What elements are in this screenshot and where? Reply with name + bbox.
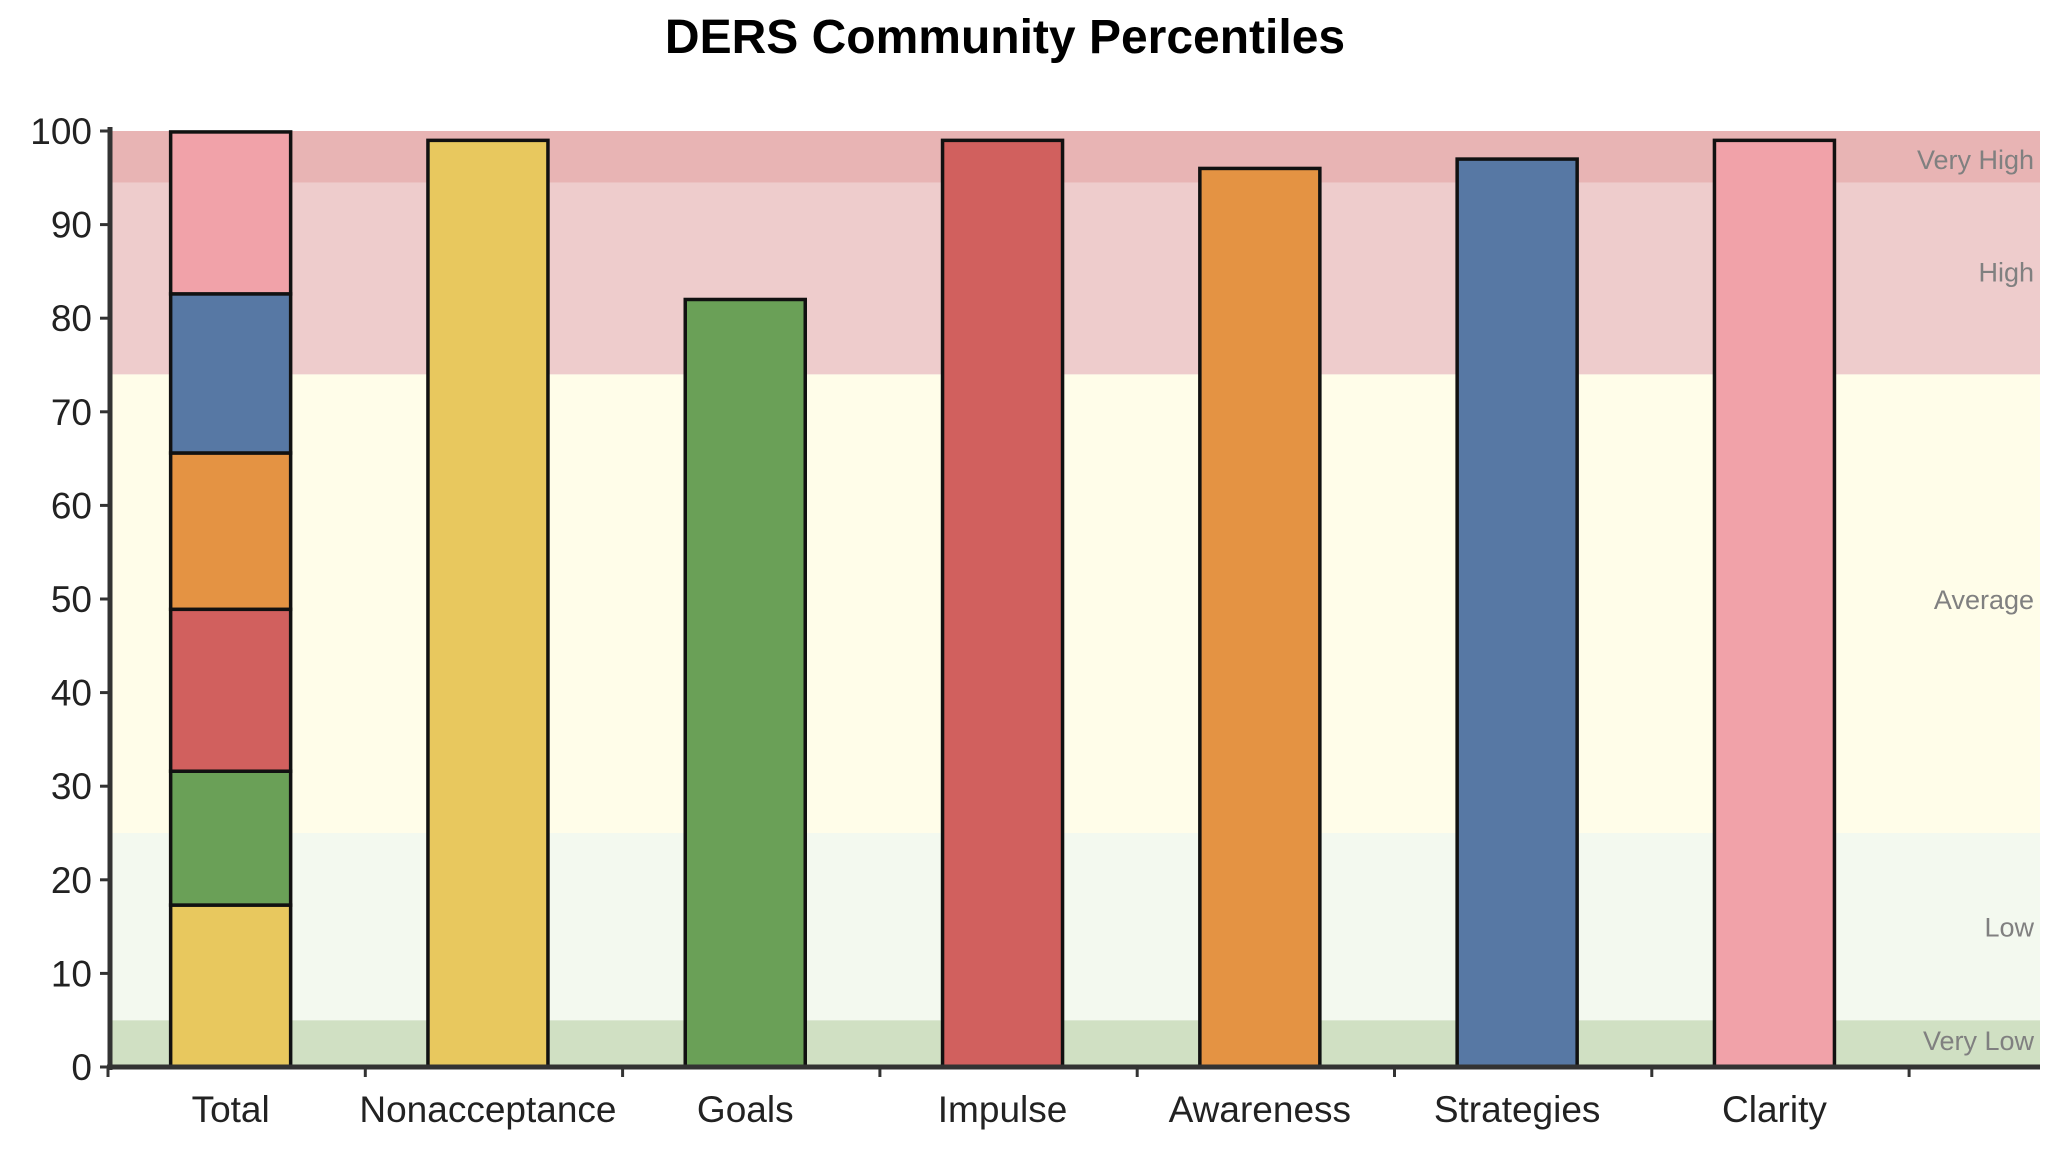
y-tick-label: 10 — [51, 953, 92, 994]
y-tick-label: 50 — [51, 579, 92, 620]
y-tick-label: 80 — [51, 298, 92, 339]
y-tick-label: 90 — [51, 205, 92, 246]
band-label-low: Low — [1984, 913, 2034, 943]
x-tick-label-total: Total — [192, 1089, 270, 1130]
band-label-very-low: Very Low — [1923, 1026, 2035, 1056]
bar-total-5 — [168, 130, 293, 296]
y-tick-label: 30 — [51, 766, 92, 807]
band-label-average: Average — [1934, 585, 2034, 615]
bar-nonacceptance-0 — [426, 138, 550, 1069]
bar-strategies-4 — [1455, 157, 1579, 1069]
y-tick-label: 60 — [51, 485, 92, 526]
band-label-high: High — [1978, 257, 2034, 287]
bar-impulse-2 — [940, 138, 1065, 1069]
x-tick-label-strategies: Strategies — [1434, 1089, 1601, 1130]
x-tick-label-impulse: Impulse — [938, 1089, 1068, 1130]
bar-awareness-3 — [1198, 166, 1322, 1069]
y-tick-label: 40 — [51, 673, 92, 714]
bar-total-0 — [168, 903, 293, 1069]
x-tick-label-clarity: Clarity — [1722, 1089, 1827, 1130]
bar-total-2 — [168, 607, 293, 773]
bar-total-3 — [168, 451, 293, 612]
bar-goals-1 — [683, 297, 807, 1069]
bar-total-4 — [168, 292, 293, 455]
x-tick-label-goals: Goals — [697, 1089, 794, 1130]
chart-title: DERS Community Percentiles — [664, 11, 1346, 64]
y-tick-label: 70 — [51, 392, 92, 433]
band-label-very-high: Very High — [1917, 145, 2034, 175]
y-tick-label: 100 — [30, 111, 92, 152]
bar-total-1 — [168, 769, 293, 907]
bar-clarity-5 — [1712, 138, 1837, 1069]
y-tick-label: 0 — [71, 1047, 92, 1088]
y-tick-label: 20 — [51, 860, 92, 901]
x-tick-label-nonacceptance: Nonacceptance — [359, 1089, 616, 1130]
x-tick-label-awareness: Awareness — [1169, 1089, 1351, 1130]
